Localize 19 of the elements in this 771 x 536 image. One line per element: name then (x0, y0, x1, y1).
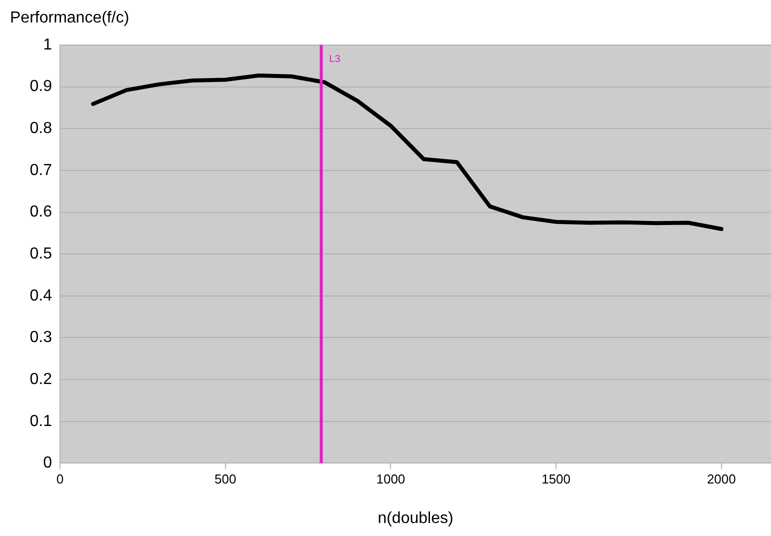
x-axis-title: n(doubles) (378, 510, 454, 527)
x-tick-label: 1000 (376, 472, 406, 487)
y-tick-label: 1 (43, 36, 52, 54)
y-tick-label: 0.6 (30, 204, 52, 221)
y-tick-label: 0 (43, 454, 52, 472)
x-tick-label: 500 (214, 472, 236, 487)
y-tick-label: 0.8 (30, 120, 52, 138)
x-tick-label: 1500 (542, 472, 571, 487)
y-tick-label: 0.9 (30, 78, 52, 96)
y-tick-label: 0.7 (30, 162, 52, 179)
y-tick-label: 0.1 (30, 412, 52, 430)
y-tick-label: 0.5 (30, 246, 52, 263)
y-tick-label: 0.4 (30, 287, 52, 304)
y-tick-label: 0.3 (30, 329, 52, 346)
ref-line-label: L3 (329, 54, 341, 65)
y-tick-label: 0.2 (30, 370, 52, 388)
x-tick-label: 2000 (706, 472, 736, 487)
x-tick-label: 0 (56, 472, 64, 487)
y-axis-title: Performance(f/c) (10, 9, 130, 26)
